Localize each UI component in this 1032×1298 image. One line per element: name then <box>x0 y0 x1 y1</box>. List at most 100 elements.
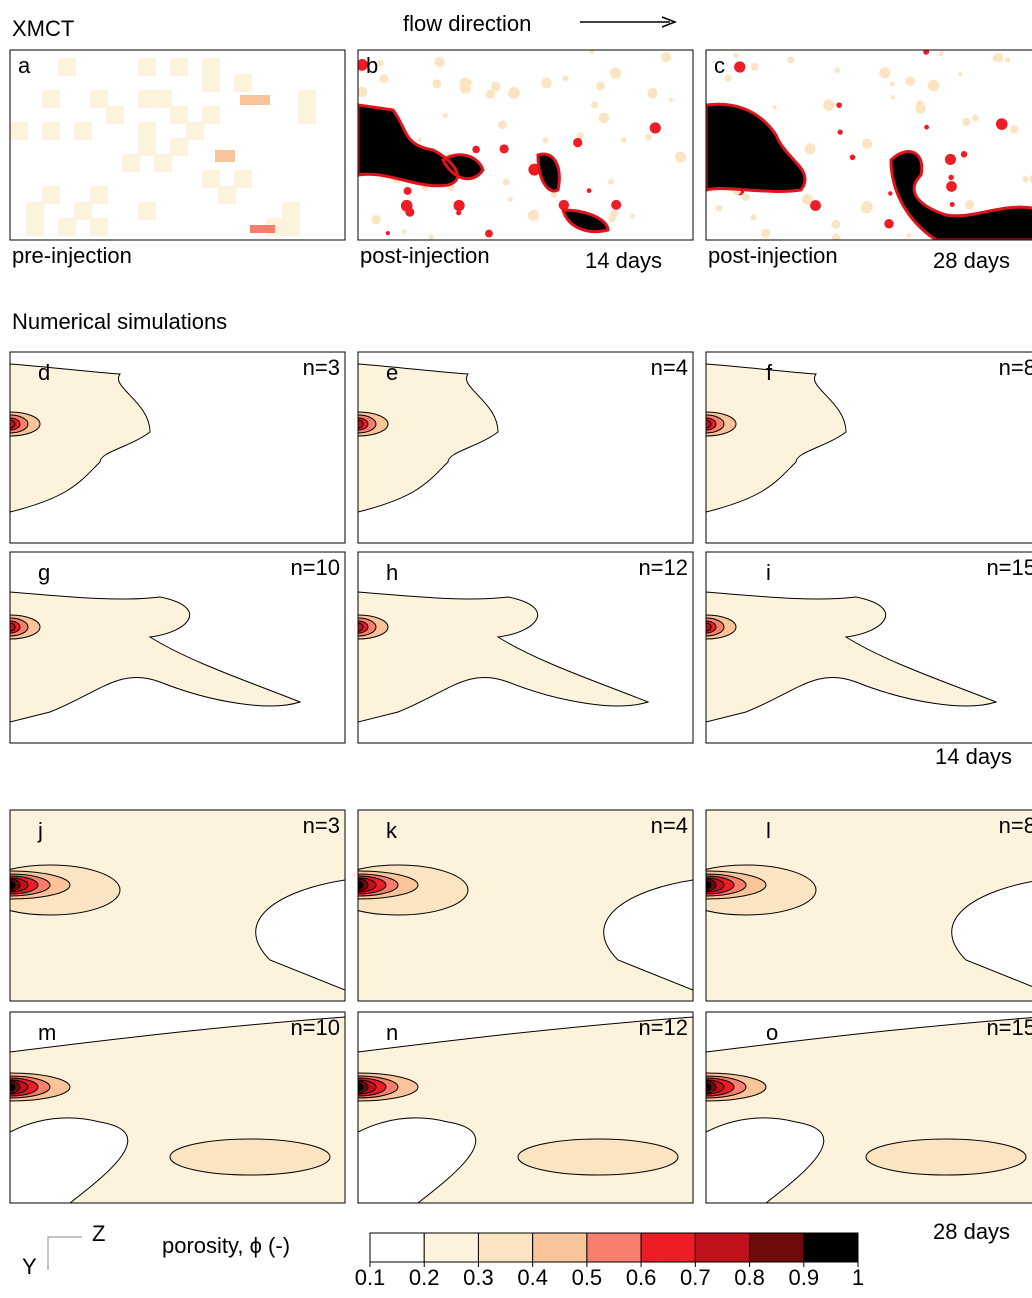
panel-content <box>0 552 345 743</box>
panel-letter: n <box>386 1020 398 1045</box>
voxel <box>298 106 316 124</box>
panel-letter: a <box>18 53 31 78</box>
panel: gn=10 <box>0 552 345 743</box>
colorbar-tick-label: 0.8 <box>734 1265 765 1290</box>
voxel <box>122 154 140 172</box>
speck <box>884 219 893 228</box>
voxel <box>58 58 76 76</box>
voxel <box>170 138 188 156</box>
panel-letter: l <box>766 818 771 843</box>
voxel <box>10 122 28 140</box>
voxel <box>74 202 92 220</box>
speck <box>716 205 722 211</box>
speck <box>928 80 939 91</box>
voxel <box>250 225 275 233</box>
panel-letter: k <box>386 818 398 843</box>
speck <box>1010 125 1018 133</box>
contour-0.3 <box>866 1139 1026 1175</box>
colorbar-tick-label: 0.6 <box>626 1265 657 1290</box>
sim-title: Numerical simulations <box>12 309 227 334</box>
panel-caption: post-injection <box>360 243 490 268</box>
colorbar-segment <box>478 1233 532 1262</box>
colorbar-tick-label: 0.2 <box>409 1265 440 1290</box>
panel: a <box>10 50 345 240</box>
panel-time: 14 days <box>585 248 662 273</box>
speck <box>542 137 548 143</box>
colorbar-segment <box>533 1233 587 1262</box>
speck <box>945 154 956 165</box>
speck <box>996 118 1008 130</box>
speck <box>591 101 598 108</box>
page: XMCT flow direction Numerical simulation… <box>0 0 1032 1293</box>
voxel <box>202 170 220 188</box>
colorbar-tick-label: 1 <box>852 1265 864 1290</box>
panel-letter: e <box>386 360 398 385</box>
speck <box>1005 57 1010 62</box>
panel-content <box>298 1012 693 1203</box>
speck <box>890 82 895 87</box>
panel-letter: d <box>38 360 50 385</box>
speck <box>950 202 955 207</box>
panel-caption: pre-injection <box>12 243 132 268</box>
voxel <box>42 186 60 204</box>
panel-content <box>0 810 345 1001</box>
speck <box>551 192 557 198</box>
voxel <box>42 90 60 108</box>
speck <box>772 105 776 109</box>
panel: ln=8 <box>646 810 1032 1001</box>
speck <box>906 233 911 238</box>
speck <box>596 82 605 91</box>
speck <box>972 114 979 121</box>
voxel <box>138 122 156 140</box>
panel: jn=3 <box>0 810 345 1001</box>
panel-letter: i <box>766 560 771 585</box>
colorbar-segment <box>750 1233 804 1262</box>
speck <box>838 130 843 135</box>
panel-n: n=10 <box>290 555 340 580</box>
panel-content <box>298 810 693 1001</box>
speck <box>647 88 657 98</box>
xmct-title: XMCT <box>12 16 74 41</box>
panel-letter: m <box>38 1020 56 1045</box>
time-label: 14 days <box>935 744 1012 769</box>
panel-content <box>353 49 693 240</box>
speck <box>834 67 840 73</box>
speck <box>587 188 592 193</box>
speck <box>958 72 963 77</box>
voxel <box>170 58 188 76</box>
colorbar-tick-label: 0.7 <box>680 1265 711 1290</box>
colorbar-tick-label: 0.4 <box>517 1265 548 1290</box>
colorbar-tick-label: 0.5 <box>572 1265 603 1290</box>
voxel <box>138 138 156 156</box>
speck <box>832 233 841 242</box>
panel-letter: b <box>366 53 378 78</box>
speck <box>573 138 582 147</box>
voxel <box>138 202 156 220</box>
flow-label: flow direction <box>403 11 531 36</box>
panel-n: n=12 <box>638 555 688 580</box>
speck <box>650 122 661 133</box>
panel-letter: c <box>714 53 725 78</box>
voxel <box>282 218 300 236</box>
speck <box>432 79 441 88</box>
panel-content <box>646 810 1032 1001</box>
speck <box>675 152 686 163</box>
speck <box>888 191 892 195</box>
speck <box>645 134 652 141</box>
speck <box>372 215 381 224</box>
speck <box>630 214 635 219</box>
speck <box>734 61 745 72</box>
panel-n: n=15 <box>986 555 1032 580</box>
voxel <box>240 95 270 105</box>
speck <box>861 201 873 213</box>
contour-0.3 <box>170 1139 330 1175</box>
speck <box>401 200 413 212</box>
speck <box>939 51 944 56</box>
speck <box>498 120 507 129</box>
speck <box>563 75 569 81</box>
panel-n: n=12 <box>638 1015 688 1040</box>
voxel <box>90 90 108 108</box>
